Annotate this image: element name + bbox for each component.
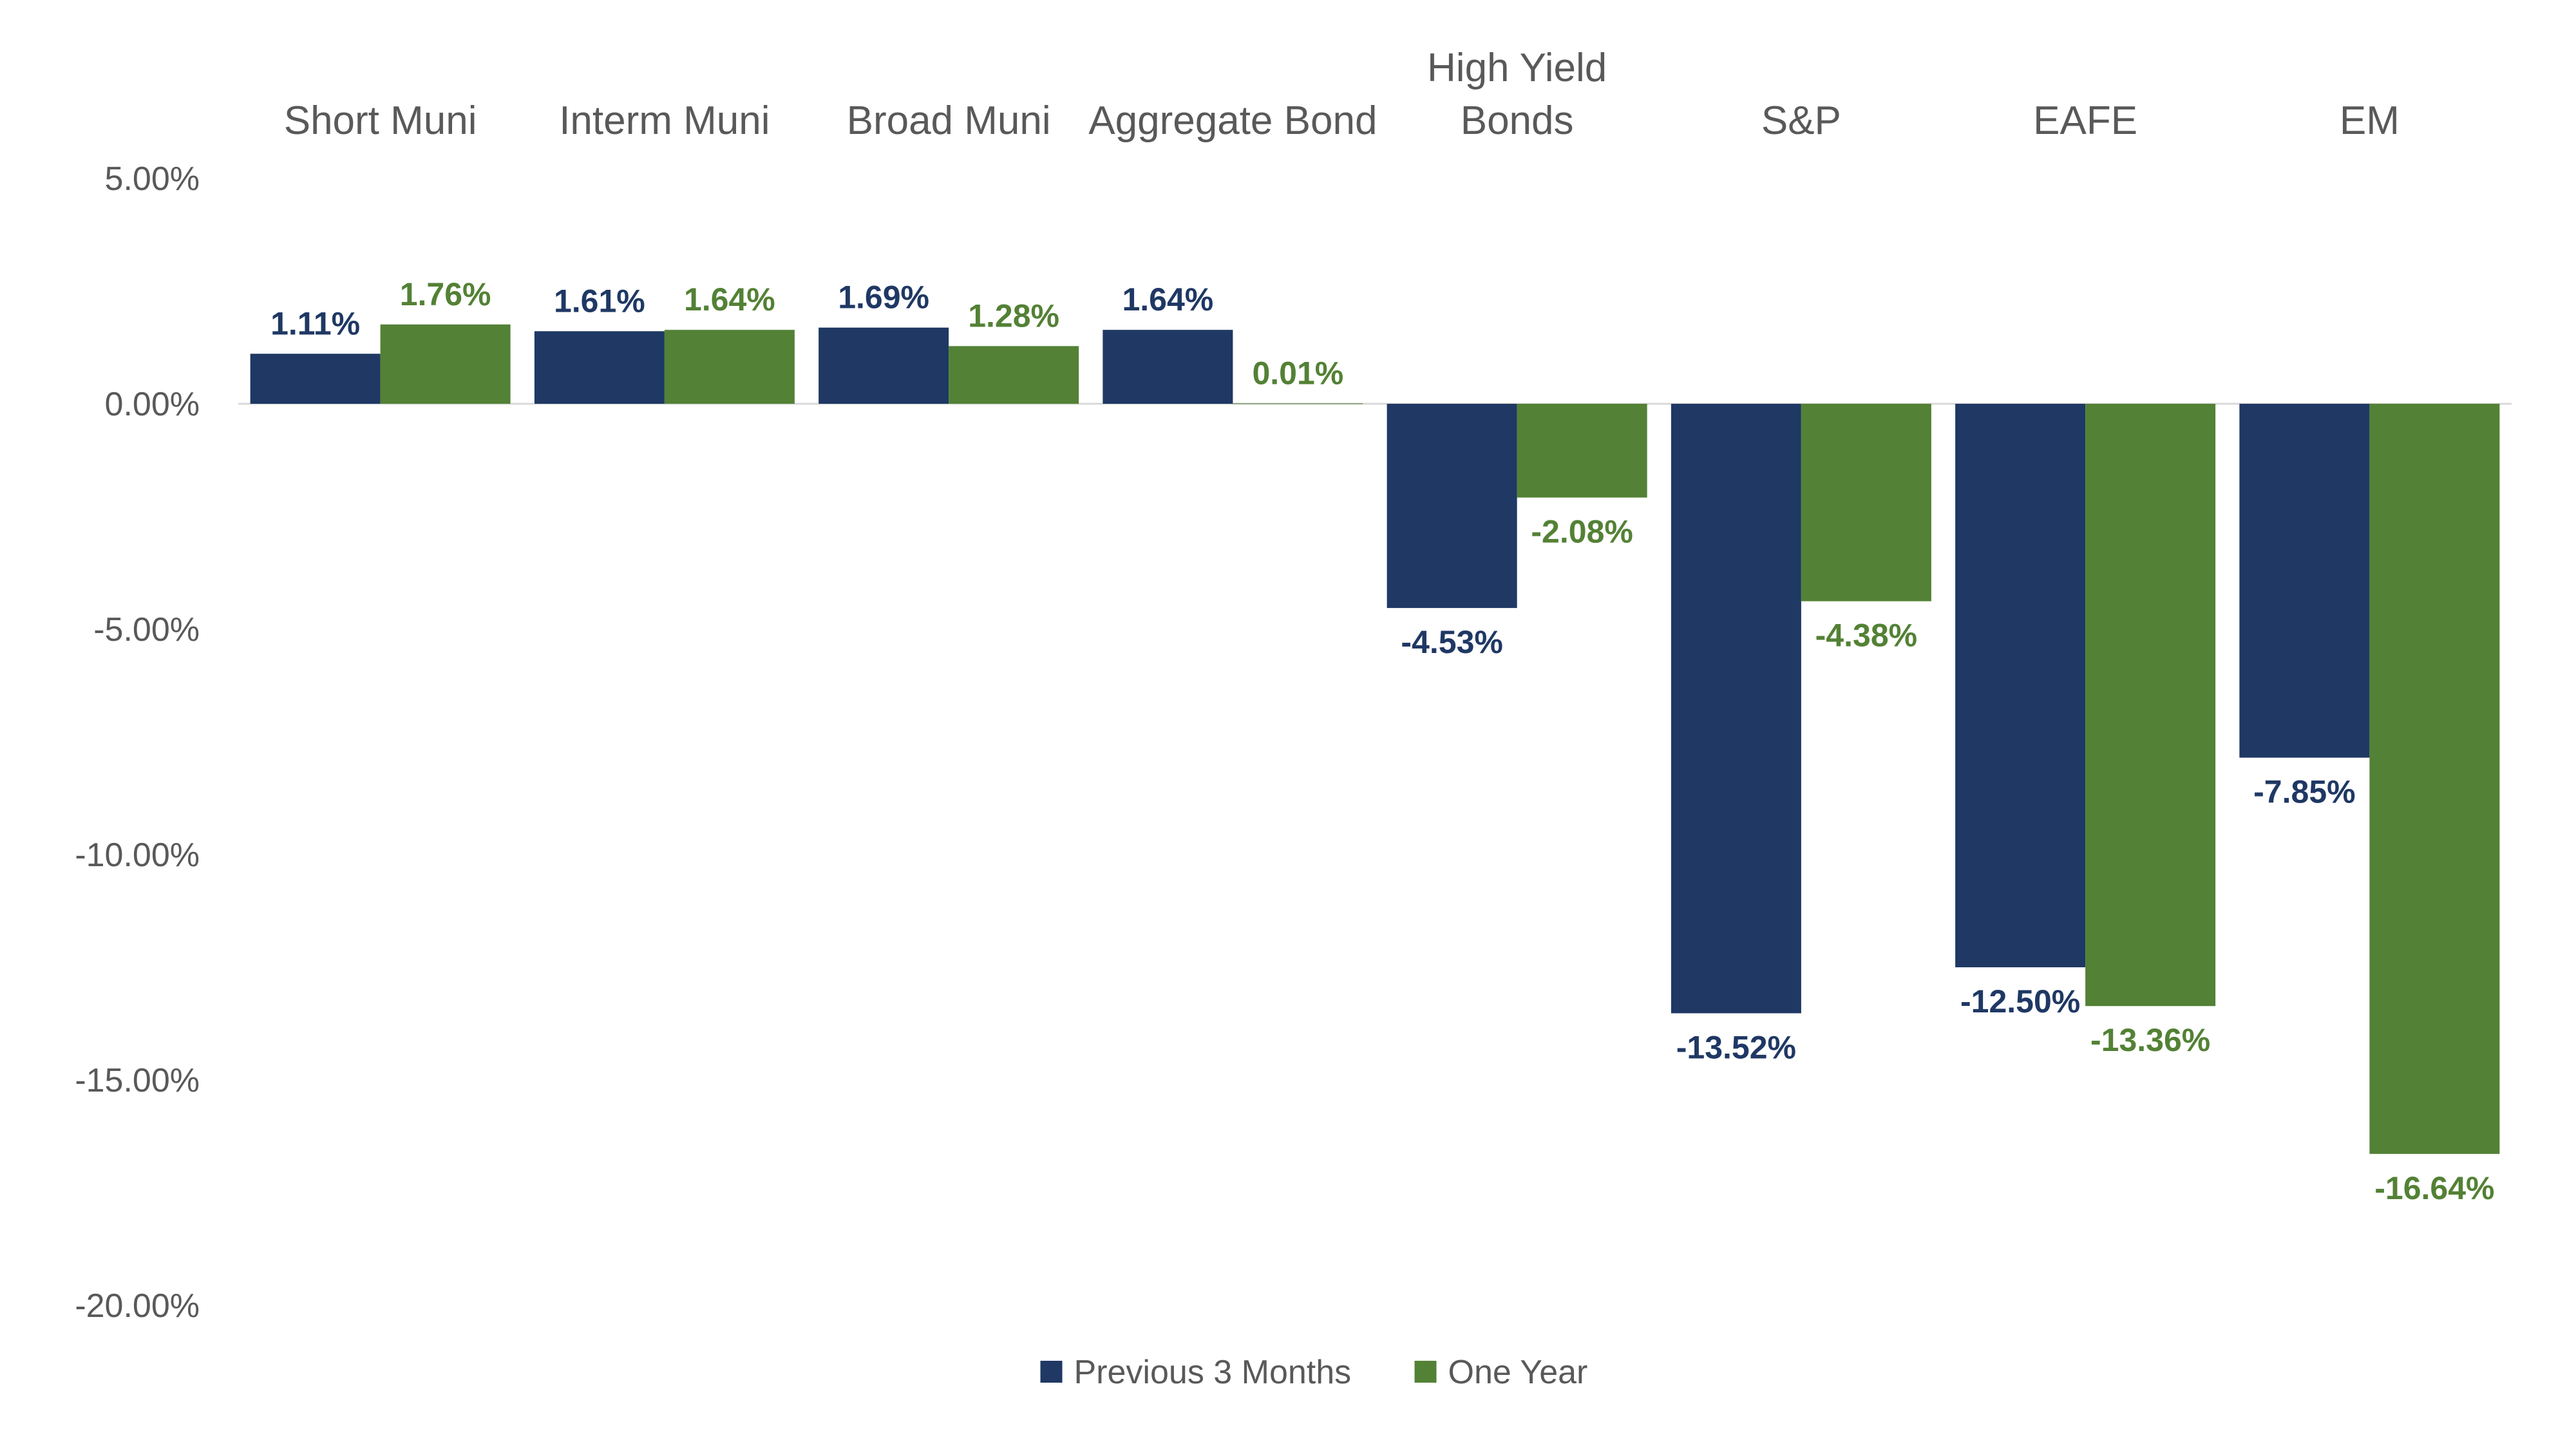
data-label: -12.50% [1960,983,2080,1019]
y-tick-label: 5.00% [105,160,200,198]
data-label: 1.64% [1122,281,1213,317]
bar [949,346,1079,404]
data-label: -2.08% [1531,514,1633,550]
data-label: -7.85% [2253,774,2355,810]
y-tick-label: -20.00% [75,1287,200,1325]
bar [2239,404,2370,758]
legend: Previous 3 Months One Year [1040,1354,1588,1391]
data-label: -16.64% [2374,1170,2494,1206]
data-label: 1.11% [270,305,360,341]
legend-swatch [1040,1361,1063,1383]
bar [1671,404,1801,1014]
category-label: Interm Muni [559,99,770,143]
category-label: High Yield [1427,46,1607,90]
y-axis-ticks: 5.00% 0.00% -5.00% -10.00% -15.00% -20.00% [75,160,200,1325]
bar [1103,330,1233,404]
category-label: EM [2340,99,2400,143]
bar [250,354,381,404]
data-label: 1.69% [838,279,929,316]
category-label: EAFE [2033,99,2137,143]
data-labels: 1.11% 1.76% 1.61% 1.64% 1.69% 1.28% 1.64% 0.01%… [270,276,2494,1206]
data-label: 0.01% [1252,355,1343,391]
data-label: 1.64% [684,281,775,317]
category-label: S&P [1761,99,1841,143]
legend-swatch [1414,1361,1437,1383]
data-label: -4.53% [1401,624,1502,660]
bar [819,327,949,404]
data-label: -4.38% [1815,618,1917,654]
y-tick-label: -15.00% [75,1062,200,1099]
bar [1955,404,2086,967]
y-tick-label: -5.00% [93,611,200,649]
category-label: Bonds [1461,99,1574,143]
bar [1233,403,1363,404]
bar [534,331,665,404]
data-label: -13.36% [2090,1022,2210,1058]
y-tick-label: 0.00% [105,386,200,423]
data-label: -13.52% [1676,1029,1796,1065]
data-label: 1.61% [554,283,645,319]
bar [380,324,511,404]
legend-label: One Year [1448,1354,1588,1391]
bar [1387,404,1517,609]
category-label: Aggregate Bond [1088,99,1377,143]
bar [664,330,795,404]
bars [250,324,2500,1154]
bar [1801,404,1931,601]
legend-label: Previous 3 Months [1074,1354,1352,1391]
data-label: 1.76% [400,276,491,312]
category-label: Short Muni [284,99,477,143]
category-labels: Short Muni Interm Muni Broad Muni Aggregate… [284,46,2400,143]
data-label: 1.28% [968,298,1059,334]
bar [2085,404,2216,1007]
bar [1517,404,1647,498]
y-tick-label: -10.00% [75,837,200,874]
bar [2369,404,2500,1154]
category-label: Broad Muni [847,99,1051,143]
